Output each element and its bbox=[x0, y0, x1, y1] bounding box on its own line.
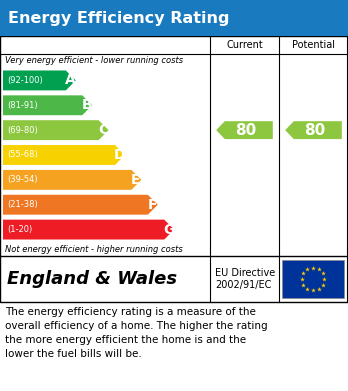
Polygon shape bbox=[285, 121, 342, 139]
Text: Current: Current bbox=[226, 40, 263, 50]
Text: The energy efficiency rating is a measure of the
overall efficiency of a home. T: The energy efficiency rating is a measur… bbox=[5, 307, 268, 359]
Polygon shape bbox=[216, 121, 273, 139]
Text: C: C bbox=[98, 123, 108, 137]
Text: G: G bbox=[163, 222, 174, 237]
Bar bbox=[0, 36, 348, 257]
Text: B: B bbox=[81, 98, 92, 112]
Polygon shape bbox=[3, 145, 125, 165]
Text: Potential: Potential bbox=[292, 40, 335, 50]
Text: (39-54): (39-54) bbox=[7, 175, 38, 185]
Text: A: A bbox=[65, 74, 76, 88]
Text: (81-91): (81-91) bbox=[7, 101, 38, 110]
Text: England & Wales: England & Wales bbox=[7, 270, 177, 288]
Text: Energy Efficiency Rating: Energy Efficiency Rating bbox=[8, 11, 229, 25]
Polygon shape bbox=[3, 120, 109, 140]
Text: (21-38): (21-38) bbox=[7, 200, 38, 209]
Text: (55-68): (55-68) bbox=[7, 151, 38, 160]
Text: Very energy efficient - lower running costs: Very energy efficient - lower running co… bbox=[5, 56, 183, 65]
Polygon shape bbox=[3, 220, 174, 240]
Text: EU Directive
2002/91/EC: EU Directive 2002/91/EC bbox=[215, 268, 275, 290]
Text: 80: 80 bbox=[235, 123, 256, 138]
Text: E: E bbox=[131, 173, 141, 187]
Text: (69-80): (69-80) bbox=[7, 126, 38, 135]
Bar bbox=[282, 260, 344, 298]
Bar bbox=[0, 256, 348, 302]
Polygon shape bbox=[3, 70, 76, 90]
Polygon shape bbox=[3, 95, 92, 115]
Polygon shape bbox=[3, 170, 141, 190]
Text: 80: 80 bbox=[304, 123, 325, 138]
Text: (1-20): (1-20) bbox=[7, 225, 32, 234]
Bar bbox=[0, 0, 348, 36]
Text: (92-100): (92-100) bbox=[7, 76, 43, 85]
Text: D: D bbox=[114, 148, 125, 162]
Text: Not energy efficient - higher running costs: Not energy efficient - higher running co… bbox=[5, 245, 183, 254]
Polygon shape bbox=[3, 195, 158, 215]
Text: F: F bbox=[148, 198, 157, 212]
